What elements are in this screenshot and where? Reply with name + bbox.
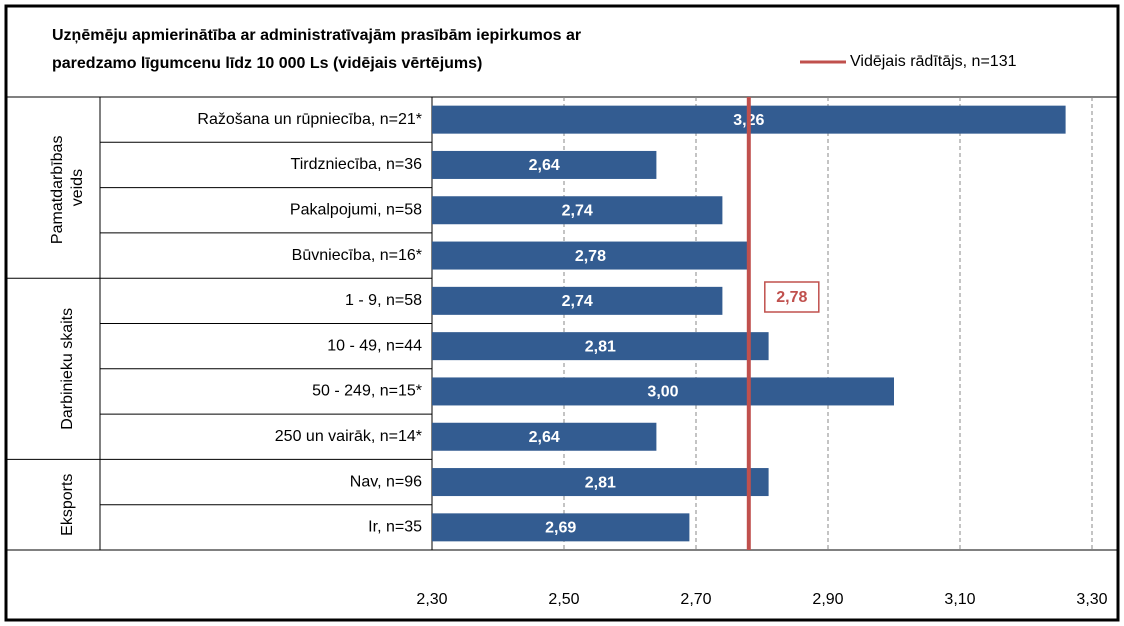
bar: [432, 241, 749, 270]
bar: [432, 332, 769, 361]
category-label: 1 - 9, n=58: [345, 292, 422, 309]
value-label: 2,69: [545, 520, 576, 537]
group-label: Eksports: [59, 474, 76, 536]
category-label: Pakalpojumi, n=58: [290, 201, 422, 218]
category-label: Ir, n=35: [368, 519, 422, 536]
category-label: Ražošana un rūpniecība, n=21*: [197, 111, 422, 128]
x-tick-label: 2,90: [812, 591, 843, 608]
value-label: 2,81: [585, 474, 616, 491]
category-label: Tirdzniecība, n=36: [291, 156, 423, 173]
reference-callout-box: [764, 281, 820, 313]
x-tick-label: 3,30: [1076, 591, 1107, 608]
x-tick-label: 2,50: [548, 591, 579, 608]
bar: [432, 513, 690, 542]
value-label: 3,00: [647, 384, 678, 401]
category-label: 10 - 49, n=44: [327, 337, 422, 354]
bar: [432, 468, 769, 497]
value-label: 2,81: [585, 338, 616, 355]
bar: [432, 196, 723, 225]
x-tick-label: 2,30: [416, 591, 447, 608]
value-label: 2,74: [562, 202, 593, 219]
value-label: 2,74: [562, 293, 593, 310]
category-label: Nav, n=96: [350, 473, 422, 490]
bar: [432, 377, 894, 406]
category-label: 50 - 249, n=15*: [312, 383, 422, 400]
reference-callout: 2,78: [776, 289, 807, 306]
x-tick-label: 2,70: [680, 591, 711, 608]
x-tick-label: 3,10: [944, 591, 975, 608]
bar: [432, 150, 657, 179]
bar: [432, 422, 657, 451]
value-label: 2,64: [529, 157, 560, 174]
category-label: 250 un vairāk, n=14*: [275, 428, 422, 445]
chart-title: Uzņēmēju apmierinātība ar administratīva…: [52, 27, 586, 72]
category-label: Būvniecība, n=16*: [292, 247, 422, 264]
group-label: Darbinieku skaits: [59, 308, 76, 430]
bar: [432, 286, 723, 315]
value-label: 2,78: [575, 248, 606, 265]
value-label: 2,64: [529, 429, 560, 446]
group-label: Pamatdarbības veids: [49, 131, 86, 244]
legend-label: Vidējais rādītājs, n=131: [850, 53, 1017, 70]
